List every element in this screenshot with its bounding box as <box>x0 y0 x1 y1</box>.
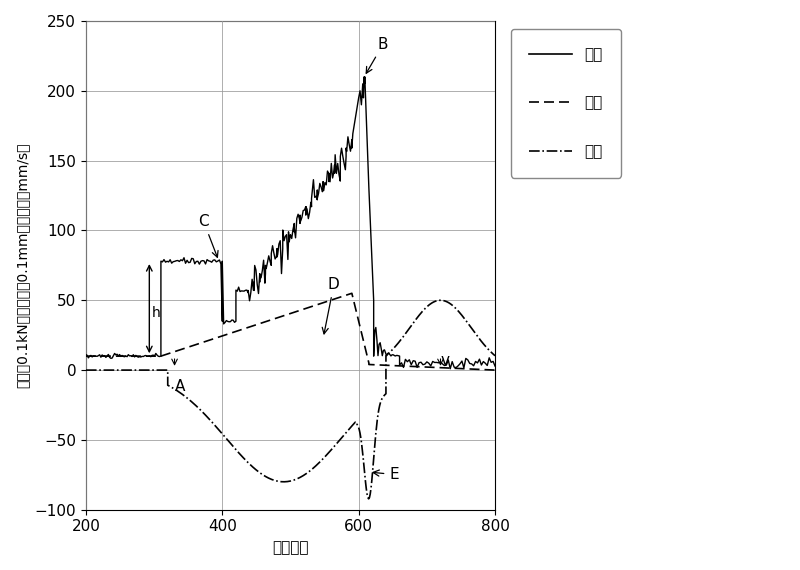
速度 <box>81 367 90 373</box>
载荷 <box>301 203 310 210</box>
行程 <box>347 290 357 297</box>
速度 <box>418 308 427 315</box>
行程 <box>490 367 500 373</box>
载荷 <box>176 256 186 263</box>
Text: D: D <box>322 277 340 334</box>
速度 <box>334 437 344 443</box>
行程 <box>414 363 423 370</box>
载荷 <box>81 351 90 358</box>
Text: h: h <box>152 306 161 320</box>
Text: B: B <box>366 37 388 74</box>
Line: 行程: 行程 <box>86 294 495 370</box>
Text: A: A <box>174 379 185 394</box>
速度 <box>490 352 500 359</box>
速度 <box>153 367 162 373</box>
载荷 <box>343 133 353 140</box>
行程 <box>355 325 365 332</box>
速度 <box>295 474 305 481</box>
Text: E: E <box>373 467 399 482</box>
Text: v: v <box>441 352 450 368</box>
载荷 <box>490 363 500 369</box>
载荷 <box>446 365 455 372</box>
速度 <box>364 495 374 502</box>
行程 <box>398 363 408 369</box>
X-axis label: 时间节点: 时间节点 <box>272 540 309 555</box>
速度 <box>414 312 424 319</box>
Y-axis label: 载荷（0.1kN）、行程（0.1mm）、速度（mm/s）: 载荷（0.1kN）、行程（0.1mm）、速度（mm/s） <box>15 142 29 388</box>
行程 <box>150 353 160 360</box>
Legend: 载荷, 行程, 速度: 载荷, 行程, 速度 <box>511 28 621 177</box>
速度 <box>352 421 362 428</box>
载荷 <box>359 74 369 80</box>
Line: 载荷: 载荷 <box>86 77 495 369</box>
行程 <box>394 363 404 369</box>
行程 <box>179 345 189 352</box>
行程 <box>81 353 90 360</box>
载荷 <box>326 178 335 185</box>
Text: C: C <box>198 214 218 257</box>
Line: 速度: 速度 <box>86 300 495 499</box>
载荷 <box>235 288 245 295</box>
速度 <box>435 297 445 304</box>
载荷 <box>339 160 349 167</box>
